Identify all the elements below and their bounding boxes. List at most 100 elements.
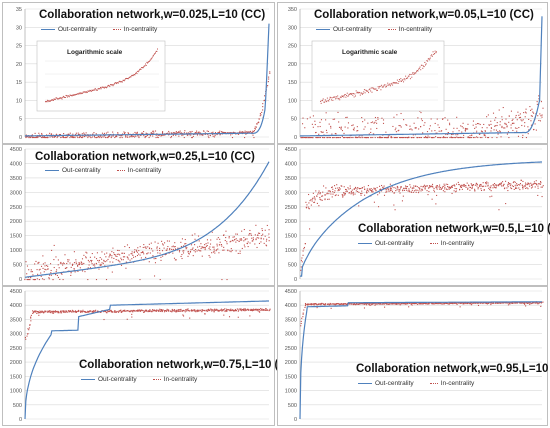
in-centrality-point <box>171 246 173 248</box>
in-centrality-point <box>65 136 67 138</box>
in-centrality-point <box>498 185 500 187</box>
in-centrality-point <box>197 235 200 237</box>
in-centrality-point <box>351 189 353 191</box>
in-centrality-point <box>407 303 409 305</box>
in-centrality-point <box>192 255 194 257</box>
inset-point <box>343 96 345 98</box>
inset-point <box>45 101 46 103</box>
in-centrality-point <box>155 257 157 260</box>
legend-in-swatch <box>429 242 438 245</box>
in-centrality-point <box>172 132 174 134</box>
inset-point <box>154 52 156 54</box>
in-centrality-point <box>38 261 40 263</box>
in-centrality-point <box>356 137 358 139</box>
in-centrality-point <box>315 303 317 305</box>
in-centrality-point <box>106 137 108 139</box>
in-centrality-point <box>427 303 429 305</box>
in-centrality-point <box>53 310 55 312</box>
in-centrality-point <box>540 101 542 103</box>
inset-point <box>344 93 346 95</box>
in-centrality-point <box>334 303 336 305</box>
in-centrality-point <box>468 302 470 304</box>
inset-point <box>68 96 70 98</box>
in-centrality-point <box>368 190 370 192</box>
in-centrality-point <box>100 135 102 137</box>
in-centrality-point <box>460 302 462 304</box>
inset-point <box>84 91 86 93</box>
in-centrality-point <box>362 121 364 123</box>
in-centrality-point <box>85 256 87 258</box>
in-centrality-point <box>323 137 325 139</box>
in-centrality-point <box>160 259 162 261</box>
in-centrality-point <box>405 186 407 188</box>
in-centrality-point <box>43 311 45 313</box>
in-centrality-point <box>417 192 420 194</box>
in-centrality-point <box>356 130 358 132</box>
in-centrality-point <box>79 262 81 265</box>
in-centrality-point <box>77 137 79 139</box>
in-centrality-point <box>191 137 193 139</box>
in-centrality-point <box>167 246 169 248</box>
in-centrality-point <box>423 124 425 126</box>
in-centrality-point <box>252 309 254 311</box>
in-centrality-point <box>204 133 206 135</box>
in-centrality-point <box>335 303 337 305</box>
in-centrality-point <box>513 122 515 124</box>
in-centrality-point <box>38 279 40 281</box>
in-centrality-point <box>51 311 53 313</box>
in-centrality-point <box>244 137 246 139</box>
in-centrality-point <box>305 207 308 209</box>
in-centrality-point <box>479 137 481 139</box>
inset-point <box>85 92 87 94</box>
in-centrality-point <box>41 311 43 314</box>
in-centrality-point <box>41 136 44 138</box>
in-centrality-point <box>136 249 138 251</box>
in-centrality-point <box>217 237 219 239</box>
in-centrality-point <box>521 186 524 188</box>
inset-point <box>60 97 62 99</box>
in-centrality-point <box>341 185 343 187</box>
inset-point <box>392 84 394 86</box>
in-centrality-point <box>237 252 239 254</box>
in-centrality-point <box>483 189 485 191</box>
in-centrality-point <box>534 123 536 125</box>
in-centrality-point <box>542 185 544 187</box>
in-centrality-point <box>460 186 463 189</box>
in-centrality-point <box>133 135 135 137</box>
inset-point <box>69 94 71 96</box>
in-centrality-point <box>247 246 249 248</box>
in-centrality-point <box>492 187 494 189</box>
inset-point <box>118 81 120 83</box>
in-centrality-point <box>536 103 538 105</box>
in-centrality-point <box>92 264 94 266</box>
inset-point <box>121 81 123 83</box>
in-centrality-point <box>128 247 130 249</box>
legend-in-label: In-centrality <box>440 380 475 387</box>
in-centrality-point <box>268 229 270 231</box>
in-centrality-point <box>365 302 367 304</box>
in-centrality-point <box>112 261 114 263</box>
in-centrality-point <box>341 130 344 132</box>
in-centrality-point <box>202 247 204 249</box>
in-centrality-point <box>42 263 44 265</box>
in-centrality-point <box>538 98 540 100</box>
in-centrality-point <box>244 310 246 312</box>
inset-point <box>336 97 338 99</box>
in-centrality-point <box>428 303 430 305</box>
in-centrality-point <box>152 135 154 137</box>
in-centrality-point <box>99 311 102 313</box>
in-centrality-point <box>446 137 448 139</box>
inset-point <box>48 100 50 102</box>
in-centrality-point <box>507 304 509 306</box>
in-centrality-point <box>47 265 49 267</box>
in-centrality-point <box>127 136 129 138</box>
in-centrality-point <box>57 276 59 278</box>
in-centrality-point <box>78 262 80 264</box>
in-centrality-point <box>203 246 205 248</box>
in-centrality-point <box>527 126 529 128</box>
in-centrality-point <box>265 240 268 242</box>
in-centrality-point <box>118 249 120 252</box>
inset-point <box>70 94 72 96</box>
in-centrality-point <box>512 122 514 124</box>
in-centrality-point <box>499 131 501 133</box>
